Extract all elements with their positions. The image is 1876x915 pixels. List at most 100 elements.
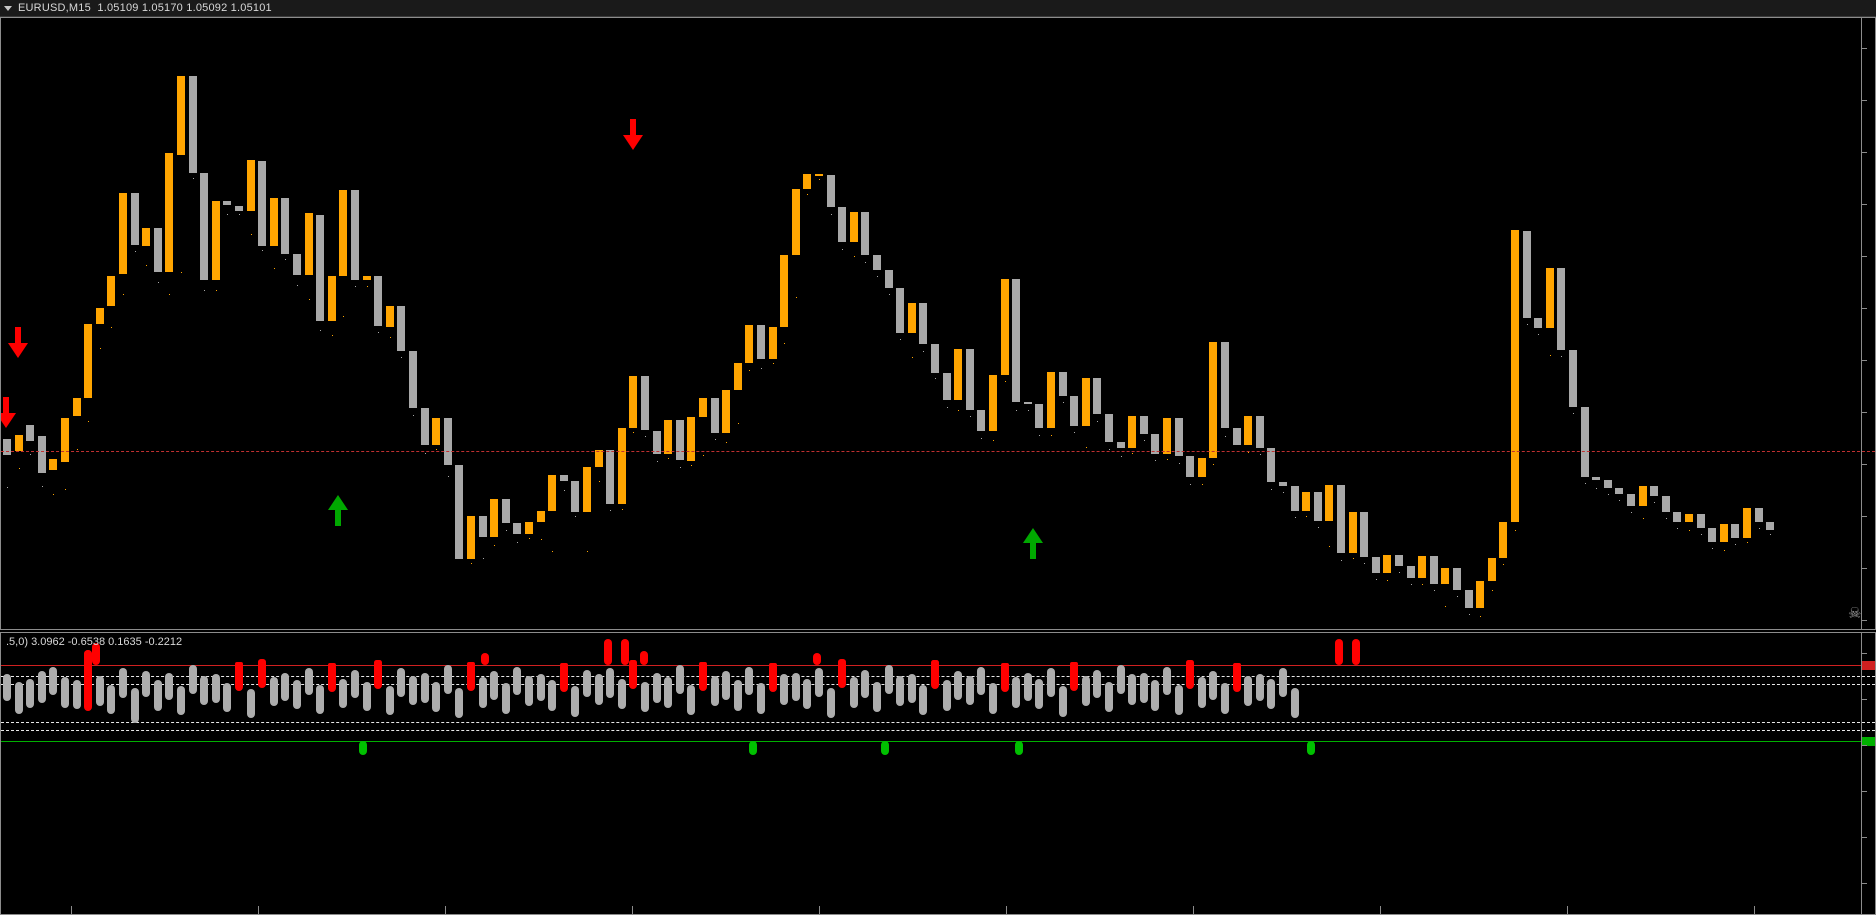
- candlestick-plot: [1, 18, 1875, 629]
- price-chart-pane[interactable]: ☠: [0, 17, 1876, 630]
- candle-body-bearish: [235, 206, 243, 211]
- candle-body-bearish: [1650, 486, 1658, 496]
- candle-wick: [1770, 534, 1771, 535]
- indicator-bar: [1221, 683, 1229, 714]
- indicator-axis-tick: [1862, 699, 1867, 700]
- candle-body-bullish: [1209, 342, 1217, 458]
- candle-body-bearish: [1221, 342, 1229, 428]
- indicator-bar: [780, 674, 788, 705]
- candle-body-bearish: [1407, 566, 1415, 578]
- candle-body-bullish: [84, 324, 92, 398]
- level-line-lower-dash-2: [1, 729, 1875, 731]
- candle-body-bullish: [850, 212, 858, 242]
- candle-body-bearish: [1059, 372, 1067, 396]
- indicator-bar: [189, 665, 197, 694]
- indicator-bar: [919, 684, 927, 716]
- candle-wick: [483, 558, 484, 559]
- candle-wick: [181, 272, 182, 273]
- candle-wick: [1306, 516, 1307, 517]
- candle-body-bearish: [3, 439, 11, 455]
- indicator-bar-overbought: [931, 660, 939, 665]
- candle-wick: [100, 348, 101, 349]
- candle-wick: [680, 467, 681, 468]
- candle-wick: [1399, 572, 1400, 573]
- candle-body-bearish: [26, 425, 34, 441]
- indicator-bar: [421, 672, 429, 703]
- indicator-bar: [734, 680, 742, 711]
- candle-wick: [1712, 548, 1713, 549]
- candle-body-bearish: [131, 193, 139, 245]
- candle-wick: [703, 455, 704, 456]
- indicator-bar-overbought: [258, 658, 266, 665]
- indicator-bar: [61, 677, 69, 708]
- candle-body-bullish: [687, 417, 695, 461]
- candle-wick: [1039, 435, 1040, 436]
- candle-wick: [448, 476, 449, 477]
- indicator-bar-oversold: [1015, 741, 1023, 755]
- candle-body-bearish: [1267, 448, 1275, 482]
- indicator-axis[interactable]: [1861, 633, 1862, 914]
- candle-body-bullish: [989, 375, 997, 431]
- candle-wick: [1295, 517, 1296, 518]
- indicator-bar: [1256, 674, 1264, 702]
- candle-wick: [332, 335, 333, 336]
- indicator-bar: [931, 660, 939, 690]
- candle-wick: [633, 432, 634, 433]
- candle-body-bearish: [1175, 418, 1183, 456]
- indicator-bar: [1059, 686, 1067, 717]
- candle-body-bearish: [1117, 442, 1125, 448]
- candle-wick: [1619, 500, 1620, 501]
- price-axis-tick: [1862, 412, 1867, 413]
- candle-wick: [900, 339, 901, 340]
- candle-body-bullish: [1418, 556, 1426, 578]
- candle-body-bearish: [374, 276, 382, 326]
- candle-wick: [1376, 579, 1377, 580]
- candle-body-bearish: [1755, 508, 1763, 522]
- indicator-pane[interactable]: .5,0) 3.0962 -0.6538 0.1635 -0.2212: [0, 632, 1876, 915]
- indicator-bar: [223, 683, 231, 713]
- candle-body-bearish: [421, 408, 429, 445]
- indicator-bar: [293, 680, 301, 710]
- candle-wick: [1654, 502, 1655, 503]
- time-separator-tick: [1380, 906, 1381, 914]
- candle-body-bearish: [444, 418, 452, 465]
- chevron-down-icon[interactable]: [4, 5, 12, 11]
- indicator-bar-overbought: [1070, 661, 1078, 666]
- indicator-bar: [1047, 668, 1055, 697]
- candle-wick: [1411, 584, 1412, 585]
- indicator-bar: [96, 675, 104, 707]
- candle-wick: [622, 509, 623, 510]
- candle-body-bullish: [1639, 486, 1647, 506]
- price-axis[interactable]: [1861, 18, 1862, 629]
- candle-wick: [204, 290, 205, 291]
- indicator-bar: [49, 666, 57, 696]
- candle-wick: [1643, 518, 1644, 519]
- candle-wick: [227, 214, 228, 215]
- candle-body-bullish: [1546, 268, 1554, 328]
- indicator-bar: [490, 671, 498, 700]
- candle-wick: [274, 268, 275, 269]
- indicator-bar: [954, 671, 962, 700]
- time-separator-tick: [71, 906, 72, 914]
- candle-body-bearish: [1314, 492, 1322, 521]
- indicator-bar: [1117, 665, 1125, 694]
- candle-body-bullish: [1685, 514, 1693, 522]
- indicator-bar: [1233, 663, 1241, 693]
- candle-wick: [135, 251, 136, 252]
- candle-body-bearish: [711, 398, 719, 433]
- candle-wick: [1364, 563, 1365, 564]
- candle-wick: [691, 465, 692, 466]
- candle-body-bullish: [908, 303, 916, 333]
- candle-body-bearish: [1453, 568, 1461, 590]
- candle-body-bullish: [815, 174, 823, 176]
- candle-body-bullish: [1488, 558, 1496, 581]
- indicator-bar: [513, 666, 521, 696]
- indicator-bar: [339, 678, 347, 708]
- time-separator-tick: [819, 906, 820, 914]
- candle-wick: [784, 343, 785, 344]
- indicator-bar: [838, 658, 846, 688]
- price-axis-tick: [1862, 152, 1867, 153]
- candle-body-bullish: [1198, 458, 1206, 477]
- candle-body-bullish: [618, 428, 626, 504]
